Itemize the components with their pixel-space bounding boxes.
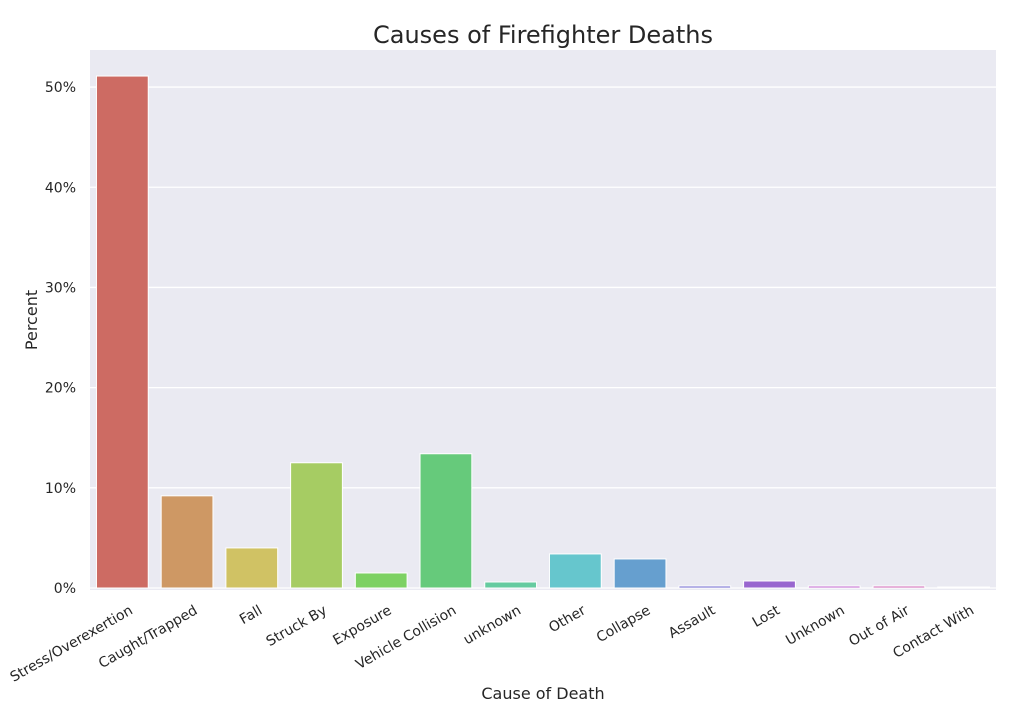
bar — [678, 585, 732, 589]
bar — [937, 586, 991, 589]
y-tick-label: 50% — [45, 80, 76, 96]
bar — [548, 553, 602, 589]
x-tick-label: Other — [546, 602, 589, 636]
bar — [613, 558, 667, 589]
x-tick-label: unknown — [461, 603, 524, 649]
bar — [225, 547, 279, 589]
plot-background — [90, 50, 996, 590]
bar — [354, 572, 408, 589]
y-tick-label: 30% — [45, 280, 76, 296]
bar — [807, 585, 861, 589]
x-axis-label: Cause of Death — [481, 684, 604, 703]
y-tick-label: 10% — [45, 481, 76, 497]
x-tick-label: Fall — [237, 603, 265, 628]
bar — [484, 581, 538, 589]
bar — [95, 75, 149, 589]
x-tick-label: Lost — [750, 602, 783, 631]
bar — [419, 453, 473, 589]
y-axis-label: Percent — [22, 290, 41, 350]
x-tick-label: Assault — [666, 602, 719, 642]
x-tick-label: Unknown — [783, 603, 847, 649]
chart-title: Causes of Firefighter Deaths — [373, 21, 713, 49]
y-tick-label: 40% — [45, 180, 76, 196]
y-tick-labels: 0% 10% 20% 30% 40% 50% — [45, 80, 76, 597]
x-tick-label: Struck By — [264, 603, 330, 650]
y-tick-label: 20% — [45, 381, 76, 397]
y-tick-label: 0% — [54, 581, 76, 597]
bar — [290, 462, 343, 589]
x-tick-label: Collapse — [594, 603, 654, 647]
bar — [160, 495, 214, 589]
bar — [872, 585, 926, 589]
bars — [95, 75, 991, 589]
bar — [743, 580, 796, 589]
x-tick-label: Stress/Overexertion — [8, 603, 136, 686]
